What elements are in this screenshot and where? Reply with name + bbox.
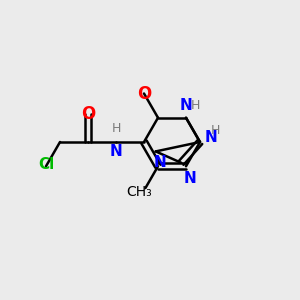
Text: N: N bbox=[180, 98, 192, 113]
Text: N: N bbox=[153, 155, 166, 170]
Text: O: O bbox=[81, 105, 95, 123]
Text: N: N bbox=[110, 144, 122, 159]
Text: CH₃: CH₃ bbox=[127, 185, 152, 199]
Text: H: H bbox=[190, 99, 200, 112]
Text: Cl: Cl bbox=[38, 157, 54, 172]
Text: N: N bbox=[184, 171, 196, 186]
Text: O: O bbox=[137, 85, 151, 103]
Text: H: H bbox=[111, 122, 121, 135]
Text: N: N bbox=[205, 130, 218, 146]
Text: H: H bbox=[210, 124, 220, 136]
